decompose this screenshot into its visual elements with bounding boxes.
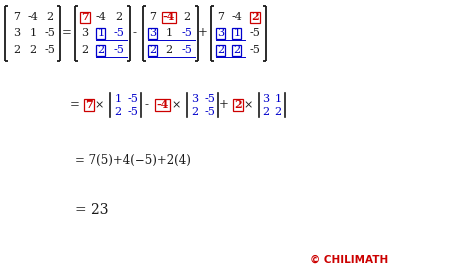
Bar: [80, 12, 90, 23]
Text: 7: 7: [81, 12, 89, 23]
Bar: [162, 12, 176, 23]
Text: =: =: [70, 99, 80, 112]
Text: -5: -5: [45, 28, 55, 38]
Text: 2: 2: [116, 12, 123, 22]
Bar: [217, 44, 226, 55]
Text: 7: 7: [85, 100, 93, 110]
Text: 2: 2: [218, 45, 225, 55]
Text: 3: 3: [82, 28, 89, 38]
Text: -4: -4: [232, 12, 242, 22]
Text: -: -: [145, 99, 149, 112]
Text: -5: -5: [182, 45, 192, 55]
Text: 2: 2: [165, 45, 173, 55]
Text: 2: 2: [29, 45, 36, 55]
Text: 2: 2: [46, 12, 54, 22]
Text: +: +: [219, 99, 229, 112]
Text: 3: 3: [191, 94, 199, 104]
Text: 3: 3: [218, 28, 225, 38]
Text: -4: -4: [27, 12, 38, 22]
Text: 7: 7: [13, 12, 20, 22]
Bar: [97, 28, 106, 38]
Text: -5: -5: [128, 107, 138, 117]
Bar: [233, 99, 243, 111]
Text: 7: 7: [149, 12, 156, 22]
Text: -5: -5: [250, 28, 260, 38]
Text: -4: -4: [96, 12, 107, 22]
Text: 2: 2: [234, 100, 242, 110]
Text: = 23: = 23: [75, 203, 109, 217]
Bar: [148, 28, 157, 38]
Text: 2: 2: [263, 107, 270, 117]
Text: 1: 1: [165, 28, 173, 38]
Text: 3: 3: [13, 28, 20, 38]
Text: -4: -4: [163, 12, 175, 23]
Text: 1: 1: [98, 28, 105, 38]
Text: -5: -5: [250, 45, 260, 55]
Text: 2: 2: [233, 45, 241, 55]
Text: -5: -5: [45, 45, 55, 55]
Bar: [250, 12, 260, 23]
Bar: [97, 44, 106, 55]
Text: © CHILIMATH: © CHILIMATH: [310, 255, 388, 265]
Text: = 7(5)+4(−5)+2(4): = 7(5)+4(−5)+2(4): [75, 153, 191, 166]
Text: =: =: [62, 26, 72, 39]
Text: -5: -5: [205, 94, 216, 104]
Text: ×: ×: [94, 100, 104, 110]
Bar: [233, 44, 241, 55]
Bar: [84, 99, 94, 111]
Text: -5: -5: [114, 45, 125, 55]
Text: -5: -5: [128, 94, 138, 104]
Bar: [155, 99, 171, 111]
Text: 2: 2: [191, 107, 199, 117]
Text: 2: 2: [183, 12, 191, 22]
Text: 1: 1: [29, 28, 36, 38]
Text: -4: -4: [157, 100, 169, 110]
Text: 1: 1: [233, 28, 241, 38]
Text: 3: 3: [263, 94, 270, 104]
Text: 2: 2: [149, 45, 156, 55]
Text: -5: -5: [205, 107, 216, 117]
Text: 2: 2: [251, 12, 259, 23]
Text: 2: 2: [274, 107, 282, 117]
Text: -5: -5: [114, 28, 125, 38]
Text: -5: -5: [182, 28, 192, 38]
Text: -: -: [133, 26, 137, 39]
Bar: [148, 44, 157, 55]
Text: 2: 2: [13, 45, 20, 55]
Text: 2: 2: [82, 45, 89, 55]
Bar: [233, 28, 241, 38]
Text: 7: 7: [218, 12, 225, 22]
Bar: [217, 28, 226, 38]
Text: 3: 3: [149, 28, 156, 38]
Text: ×: ×: [171, 100, 181, 110]
Text: 2: 2: [114, 107, 121, 117]
Text: +: +: [198, 26, 208, 39]
Text: 1: 1: [274, 94, 282, 104]
Text: 1: 1: [114, 94, 121, 104]
Text: 2: 2: [98, 45, 105, 55]
Text: ×: ×: [243, 100, 253, 110]
